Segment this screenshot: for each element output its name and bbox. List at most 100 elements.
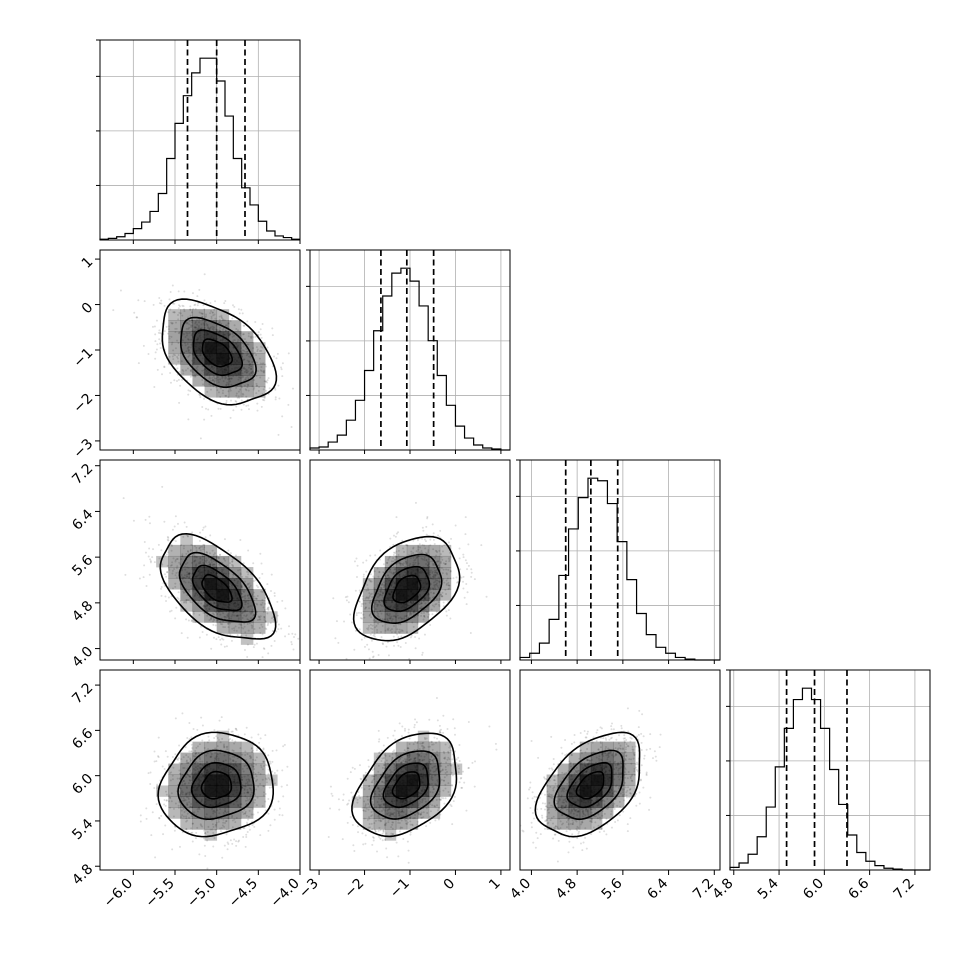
scatter-point: [423, 633, 426, 636]
scatter-point: [447, 581, 450, 584]
scatter-point: [174, 582, 177, 585]
scatter-point: [437, 809, 440, 812]
scatter-point: [397, 630, 400, 633]
scatter-point: [221, 328, 224, 331]
scatter-point: [260, 603, 263, 606]
scatter-point: [229, 416, 232, 419]
scatter-point: [201, 312, 204, 315]
scatter-point: [261, 346, 264, 349]
scatter-point: [165, 799, 168, 802]
scatter-point: [188, 769, 191, 772]
scatter-point: [174, 560, 177, 563]
density-cell: [406, 555, 419, 568]
scatter-point: [190, 832, 193, 835]
scatter-point: [222, 318, 225, 321]
scatter-point: [280, 785, 283, 788]
scatter-point: [171, 848, 174, 851]
scatter-point: [260, 370, 263, 373]
scatter-point: [247, 332, 250, 335]
density-cell: [156, 555, 169, 568]
scatter-point: [185, 817, 188, 820]
scatter-point: [158, 338, 161, 341]
scatter-point: [182, 535, 185, 538]
scatter-point: [445, 560, 448, 563]
density-cell: [192, 567, 205, 579]
scatter-point: [378, 586, 381, 589]
scatter-point: [223, 538, 226, 541]
scatter-point: [253, 351, 256, 354]
scatter-point: [405, 544, 408, 547]
scatter-point: [256, 409, 259, 412]
scatter-point: [397, 644, 400, 647]
scatter-point: [400, 629, 403, 632]
scatter-point: [258, 741, 261, 744]
scatter-point: [266, 624, 269, 627]
scatter-point: [183, 290, 186, 293]
scatter-point: [239, 572, 242, 575]
scatter-point: [241, 811, 244, 814]
scatter-point: [381, 624, 384, 627]
scatter-point: [372, 634, 375, 637]
scatter-point: [421, 526, 424, 529]
scatter-point: [271, 327, 274, 330]
scatter-point: [399, 564, 402, 567]
scatter-point: [395, 841, 398, 844]
scatter-point: [395, 532, 398, 535]
scatter-point: [379, 820, 382, 823]
scatter-point: [248, 582, 251, 585]
scatter-point: [170, 321, 173, 324]
density-cell: [228, 364, 242, 376]
scatter-point: [254, 759, 257, 762]
scatter-point: [370, 810, 373, 813]
scatter-point: [288, 625, 291, 628]
scatter-point: [177, 806, 180, 809]
scatter-point: [421, 543, 424, 546]
scatter-point: [230, 816, 233, 819]
scatter-point: [208, 383, 211, 386]
scatter-point: [253, 386, 256, 389]
scatter-point: [175, 327, 178, 330]
scatter-point: [222, 638, 225, 641]
density-cell: [216, 386, 230, 398]
density-cell: [228, 578, 242, 590]
scatter-point: [240, 626, 243, 629]
scatter-point: [196, 826, 199, 829]
scatter-point: [442, 601, 445, 604]
scatter-point: [173, 829, 176, 832]
scatter-point: [235, 394, 238, 397]
scatter-point: [428, 560, 431, 563]
scatter-point: [201, 724, 204, 727]
scatter-point: [393, 551, 396, 554]
scatter-point: [395, 751, 398, 754]
scatter-point: [231, 565, 234, 568]
scatter-point: [361, 595, 364, 598]
scatter-point: [372, 655, 375, 658]
scatter-point: [262, 388, 265, 391]
density-cell: [384, 622, 397, 634]
scatter-point: [382, 643, 385, 646]
scatter-point: [235, 729, 238, 732]
scatter-point: [231, 627, 234, 630]
scatter-point: [274, 398, 277, 401]
scatter-point: [267, 606, 270, 609]
scatter-point: [246, 821, 249, 824]
scatter-point: [274, 388, 277, 391]
scatter-point: [237, 569, 240, 572]
scatter-point: [390, 631, 393, 634]
scatter-point: [447, 557, 450, 560]
scatter-point: [224, 299, 227, 302]
scatter-point: [240, 308, 243, 311]
scatter-point: [231, 739, 234, 742]
scatter-point: [149, 561, 152, 564]
scatter-point: [216, 737, 219, 740]
scatter-point: [397, 636, 400, 639]
scatter-point: [256, 350, 259, 353]
density-cell: [180, 320, 193, 332]
scatter-point: [260, 349, 263, 352]
scatter-point: [257, 389, 260, 392]
scatter-point: [399, 562, 402, 565]
density-cell: [240, 600, 254, 612]
scatter-point: [212, 314, 215, 317]
scatter-point: [406, 631, 409, 634]
density-cell: [228, 320, 242, 332]
